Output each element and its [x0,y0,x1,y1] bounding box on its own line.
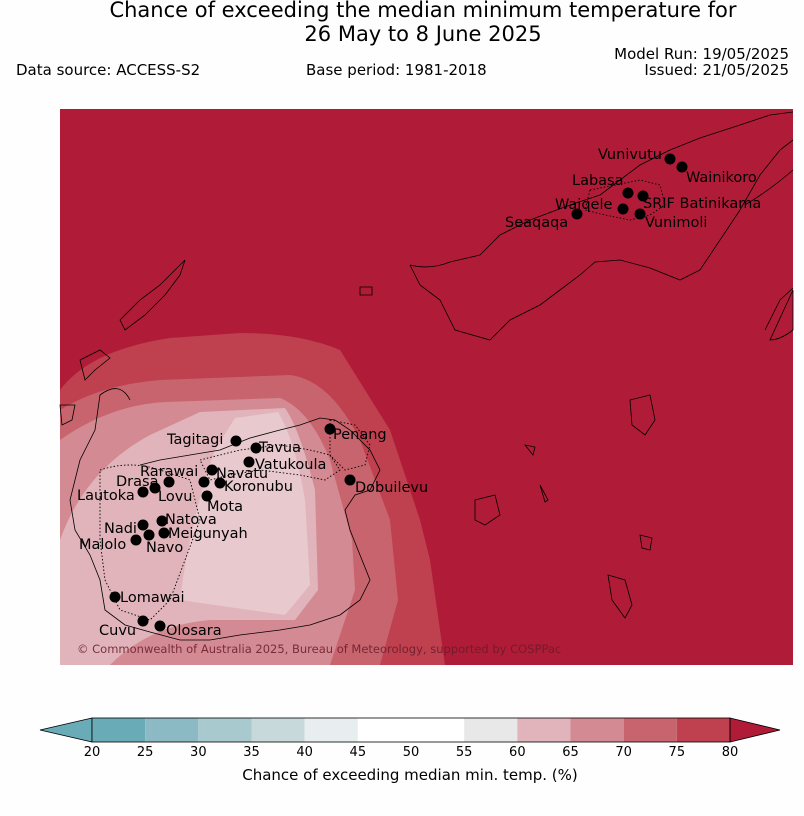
station-marker [230,435,242,447]
map-title: Chance of exceeding the median minimum t… [0,0,804,46]
station-marker [324,423,336,435]
station-marker [243,456,255,468]
colorbar-tick-label: 45 [349,745,367,760]
station-marker [664,153,676,165]
colorbar-segment [198,718,252,742]
base-period-text: Base period: 1981-2018 [306,61,487,79]
station-markers: Vunivutu Wainikoro Labasa SRIF Batinikama Wa… [77,147,761,639]
station-marker [198,476,210,488]
station-label: Tagitagi [166,432,223,448]
colorbar-tick-label: 80 [721,745,739,760]
station-marker [109,591,121,603]
colorbar-segment [676,718,730,742]
colorbar-segment [304,718,358,742]
station-label: Vatukoula [255,457,326,473]
colorbar-tick-label: 35 [243,745,260,760]
station-marker [137,519,149,531]
station-label: Cuvu [99,623,136,639]
model-run-text: Model Run: 19/05/2025 [614,45,789,63]
colorbar-extend-high [729,717,781,743]
colorbar-segment [517,718,571,742]
colorbar-title: Chance of exceeding median min. temp. (%… [242,766,578,784]
station-marker [206,464,218,476]
station-label: Waiqele [555,197,612,213]
colorbar-tick-label: 40 [296,745,313,760]
station-label: Lautoka [77,488,135,504]
station-label: Lomawai [120,590,184,606]
station-marker [154,620,166,632]
station-marker [156,515,168,527]
station-marker [637,190,649,202]
station-label: Navatu [216,466,268,482]
station-label: Olosara [166,623,222,639]
colorbar-segment [92,718,146,742]
station-marker [571,208,583,220]
colorbar-tick-label: 50 [402,745,420,760]
colorbar-segment [357,718,411,742]
data-source-text: Data source: ACCESS-S2 [16,61,201,79]
station-marker [158,527,170,539]
station-label: Wainikoro [686,170,757,186]
colorbar-segment [251,718,305,742]
station-label: Koronubu [224,479,293,495]
station-marker [634,208,646,220]
colorbar-tick-label: 30 [190,745,207,760]
station-label: Penang [333,427,387,443]
colorbar-segment [411,718,465,742]
station-label: Natova [165,512,217,528]
station-label: Lovu [158,489,192,505]
station-label: Meigunyah [168,526,248,542]
colorbar [39,717,781,743]
coastlines [59,111,794,641]
station-marker [163,476,175,488]
station-marker [137,486,149,498]
station-label: Seaqaqa [505,215,568,231]
colorbar-tick-label: 60 [509,745,526,760]
station-label: Navo [146,540,183,556]
station-label: Drasa [116,474,158,490]
colorbar-tick-label: 25 [136,745,154,760]
map-panel: © Commonwealth of Australia 2025, Bureau… [59,109,794,665]
colorbar-tick-label: 55 [455,745,473,760]
station-label: Rarawai [140,464,198,480]
station-label: Nadi [104,521,137,537]
station-marker [143,529,155,541]
station-marker [137,615,149,627]
title-line-1: Chance of exceeding the median minimum t… [109,0,737,22]
colorbar-extend-low [39,717,93,743]
station-label: Tavua [258,440,301,456]
station-label: Mota [207,499,243,515]
colorbar-segment [145,718,199,742]
station-label: Malolo [79,537,126,553]
colorbar-segment [464,718,518,742]
colorbar-tick-label: 75 [668,745,686,760]
station-marker [149,482,161,494]
issued-text: Issued: 21/05/2025 [644,61,789,79]
station-marker [676,161,688,173]
title-line-2: 26 May to 8 June 2025 [304,22,542,46]
colorbar-tick-label: 70 [615,745,632,760]
colorbar-segment [623,718,677,742]
colorbar-tick-label: 65 [562,745,579,760]
station-label: SRIF Batinikama [643,196,761,212]
district-boundaries [99,179,666,621]
colorbar-tick-label: 20 [83,745,101,760]
station-marker [130,534,142,546]
station-label: Vunivutu [598,147,662,163]
station-marker [617,203,629,215]
station-label: Labasa [572,173,624,189]
map-copyright: © Commonwealth of Australia 2025, Bureau… [77,642,561,656]
station-marker [250,442,262,454]
colorbar-segment [570,718,624,742]
station-marker [622,187,634,199]
station-marker [214,477,226,489]
probability-band-50-55 [180,412,310,615]
station-marker [201,490,213,502]
station-label: Dobuilevu [355,480,428,496]
station-marker [344,474,356,486]
colorbar-frame [91,717,731,743]
station-label: Vunimoli [645,215,707,231]
